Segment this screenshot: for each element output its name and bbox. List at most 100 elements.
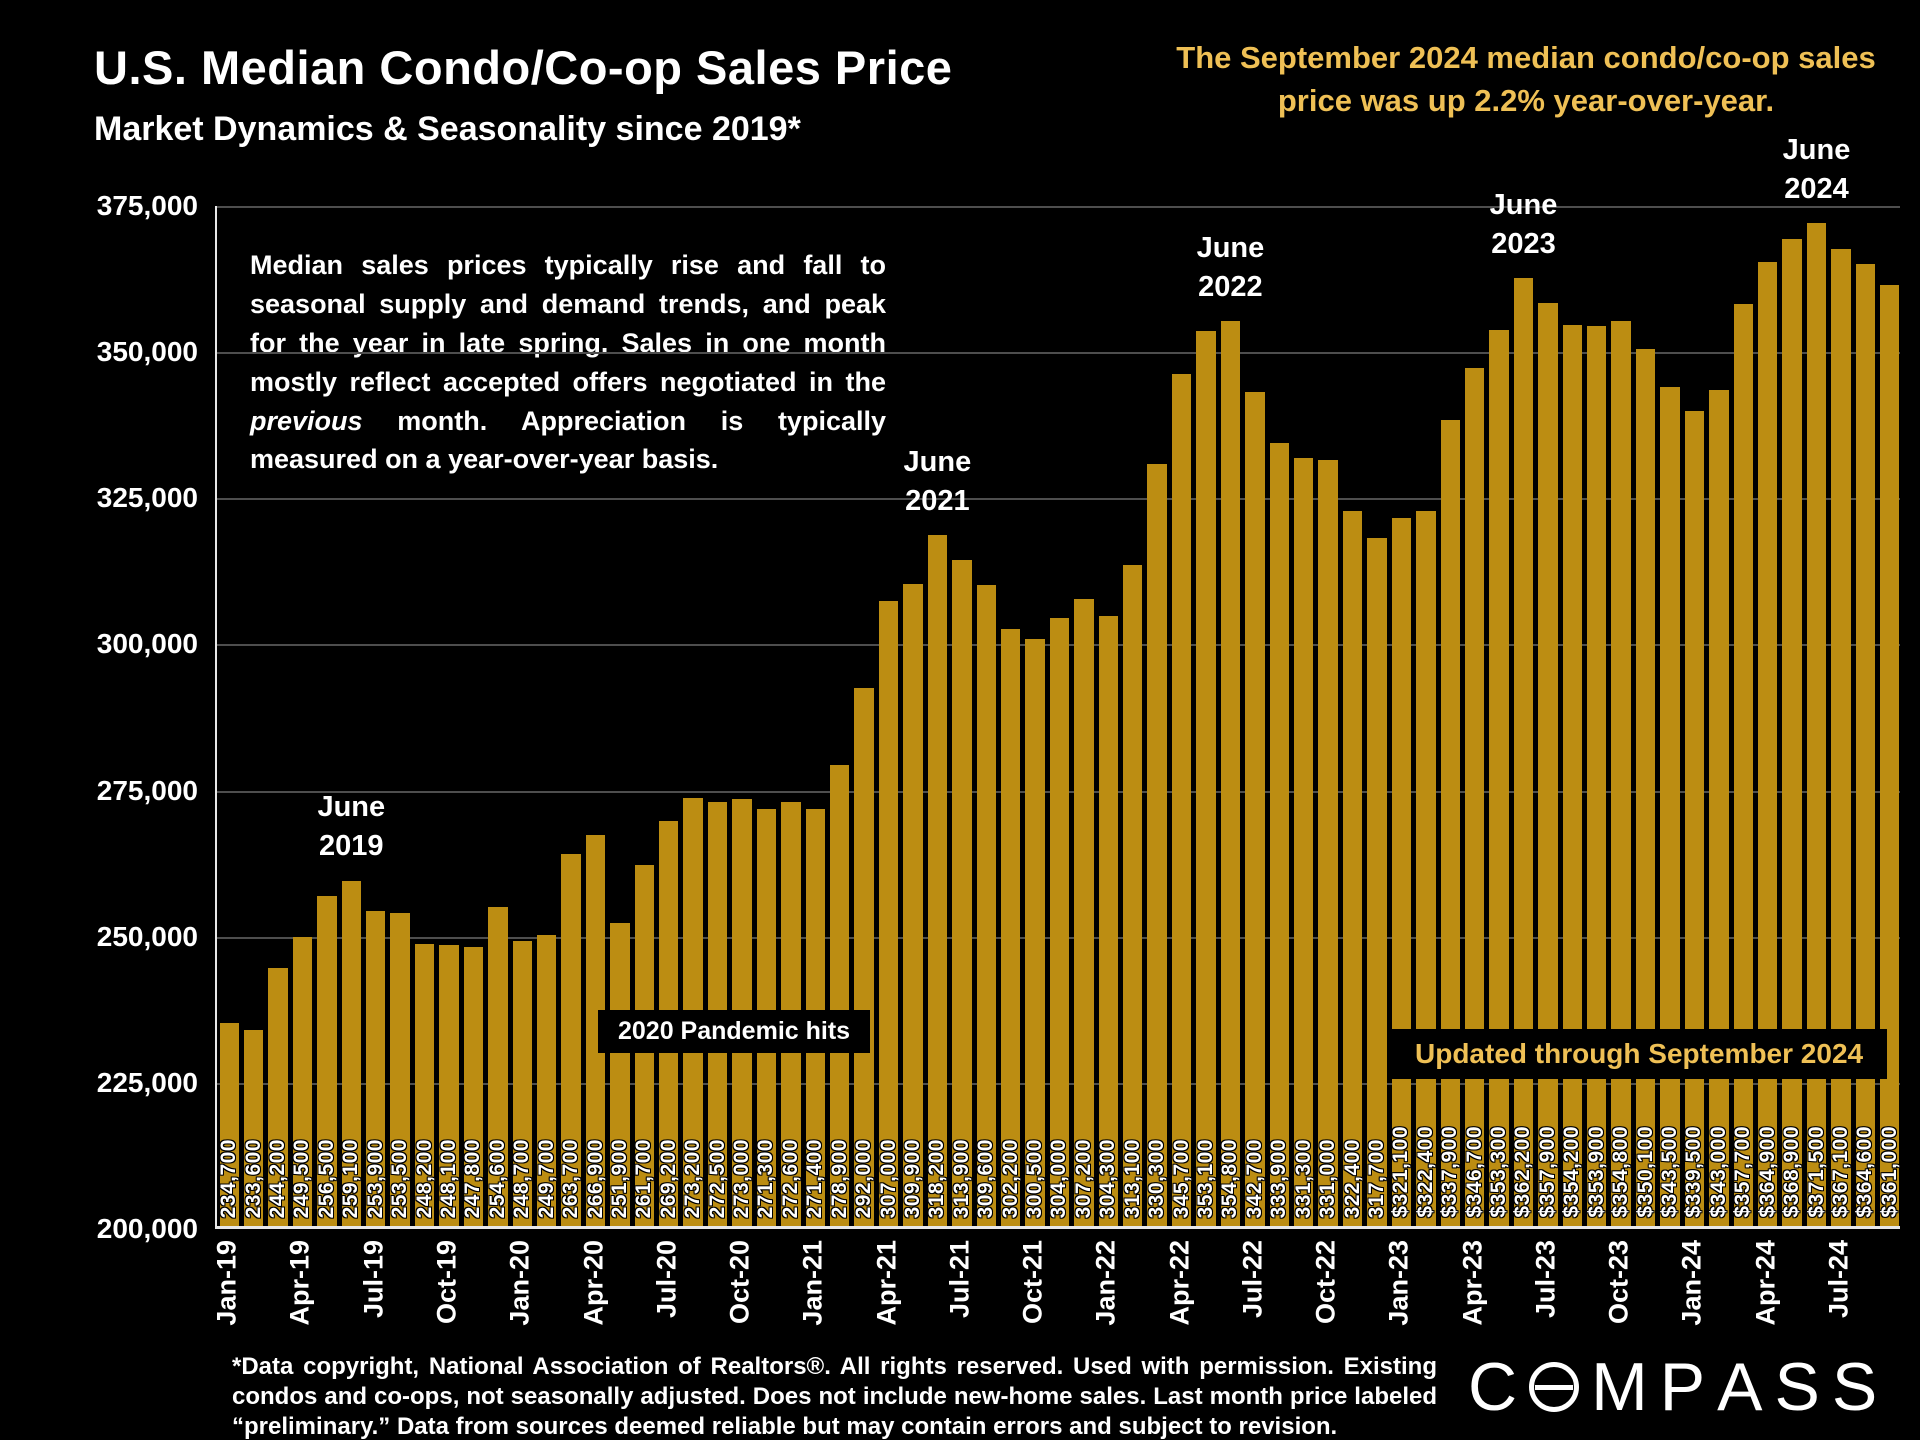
bar-value-label: 331,300: [1291, 1138, 1315, 1218]
bar-value-label: 354,800: [1218, 1138, 1242, 1218]
bar-Feb-19: 233,600: [241, 1029, 265, 1226]
bar-value-label: $353,300: [1487, 1126, 1511, 1218]
bar-Mar-24: $357,700: [1731, 304, 1754, 1226]
bar-Jan-20: 248,700: [510, 941, 533, 1226]
bar-value-label: $371,500: [1804, 1126, 1828, 1218]
bar-value-label: 333,900: [1267, 1138, 1291, 1218]
x-tick-label: Jan-20: [504, 1240, 535, 1326]
annotation-line: June: [903, 445, 972, 478]
bar-Aug-23: $354,200: [1560, 324, 1583, 1226]
bar-value-label: 304,000: [1047, 1138, 1071, 1218]
bar-Feb-22: 313,100: [1120, 564, 1144, 1226]
bar-value-label: 266,900: [583, 1138, 607, 1218]
x-tick-label: Apr-21: [871, 1240, 902, 1326]
bar-Sep-19: 248,200: [413, 944, 436, 1226]
updated-note: Updated through September 2024: [1391, 1029, 1888, 1079]
bar-May-19: 256,500: [314, 895, 338, 1226]
x-tick-label: Jan-19: [211, 1240, 242, 1326]
bar-value-label: 353,100: [1193, 1138, 1217, 1218]
bar-value-label: 271,300: [754, 1138, 778, 1218]
bar-value-label: $353,900: [1584, 1126, 1608, 1218]
bar-Jul-24: $367,100: [1829, 249, 1852, 1226]
bar-value-label: 256,500: [314, 1138, 338, 1218]
bar-value-label: 304,300: [1096, 1138, 1120, 1218]
x-tick-label: Jul-22: [1237, 1240, 1268, 1319]
bar-Jan-19: 234,700: [217, 1023, 240, 1226]
bar-Apr-20: 266,900: [583, 834, 607, 1226]
x-tick-label: Apr-19: [284, 1240, 315, 1326]
bar-value-label: 307,000: [876, 1138, 900, 1218]
x-tick-label: Apr-20: [578, 1240, 608, 1326]
bar-Oct-22: 331,000: [1316, 460, 1340, 1226]
x-tick-label: Oct-20: [724, 1240, 755, 1325]
bar-Dec-22: 317,700: [1364, 537, 1388, 1226]
bar-value-label: $357,900: [1535, 1126, 1559, 1218]
bar-value-label: 317,700: [1364, 1138, 1388, 1218]
annotation-line: 2022: [1198, 270, 1263, 303]
bar-Oct-23: $354,800: [1609, 321, 1633, 1226]
bar-Aug-22: 333,900: [1267, 443, 1291, 1226]
logo-letter: P: [1659, 1349, 1706, 1425]
logo-letter: S: [1831, 1349, 1878, 1425]
annotation-line: 2021: [905, 484, 970, 517]
y-tick-label: 275,000: [96, 774, 198, 806]
bar-May-24: $368,900: [1780, 238, 1804, 1226]
bar-value-label: 342,700: [1242, 1138, 1266, 1218]
bar-value-label: $364,900: [1755, 1126, 1779, 1218]
bar-value-label: $343,500: [1657, 1126, 1681, 1218]
x-tick-label: Apr-24: [1750, 1240, 1781, 1326]
y-axis: 200,000 225,000 250,000 275,000 300,000 325,0…: [0, 190, 198, 1244]
x-tick-label: Oct-21: [1017, 1240, 1048, 1325]
bar-value-label: 278,900: [827, 1138, 851, 1218]
bar-value-label: 313,100: [1120, 1138, 1144, 1218]
bar-Jan-24: $339,500: [1682, 410, 1706, 1226]
bar-value-label: 331,000: [1316, 1138, 1340, 1218]
bar-value-label: 309,600: [974, 1138, 998, 1218]
bar-value-label: $354,800: [1609, 1126, 1633, 1218]
bar-Apr-24: $364,900: [1755, 262, 1779, 1226]
bar-value-label: $339,500: [1682, 1126, 1706, 1218]
bar-value-label: $368,900: [1780, 1126, 1804, 1218]
peak-annotation-2022: June 2022: [1197, 229, 1265, 307]
bar-value-label: 271,400: [803, 1138, 827, 1218]
bar-value-label: 253,900: [363, 1138, 387, 1218]
page-subtitle: Market Dynamics & Seasonality since 2019…: [94, 110, 801, 148]
bar-Apr-23: $346,700: [1463, 368, 1486, 1226]
bar-Jun-19: 259,100: [339, 880, 363, 1226]
bar-Mar-23: $337,900: [1438, 419, 1461, 1226]
bar-Jan-22: 304,300: [1096, 616, 1120, 1226]
bar-Sep-22: 331,300: [1291, 458, 1315, 1226]
bar-May-21: 309,900: [901, 583, 924, 1226]
bar-value-label: 330,300: [1145, 1138, 1169, 1218]
description-text-italic: previous: [250, 405, 363, 436]
annotation-line: June: [317, 791, 386, 824]
bar-Apr-22: 345,700: [1170, 374, 1193, 1226]
bar-value-label: 259,100: [339, 1138, 363, 1218]
bar-value-label: 318,200: [925, 1138, 949, 1218]
bar-Oct-19: 248,100: [437, 944, 460, 1226]
x-tick-label: Jul-19: [358, 1240, 389, 1319]
y-tick-label: 350,000: [96, 336, 198, 368]
bar-Nov-23: $350,100: [1633, 348, 1657, 1226]
description-text-part1: Median sales prices typically rise and f…: [250, 250, 886, 397]
bar-Jul-19: 253,900: [363, 910, 387, 1226]
bar-Jul-22: 342,700: [1242, 391, 1266, 1226]
bar-Jul-23: $357,900: [1535, 302, 1559, 1226]
bar-Apr-21: 307,000: [876, 600, 900, 1226]
bar-value-label: $350,100: [1633, 1126, 1657, 1218]
y-tick-label: 225,000: [96, 1066, 198, 1098]
bar-Nov-19: 247,800: [461, 946, 484, 1226]
chart-description: Median sales prices typically rise and f…: [250, 246, 886, 479]
x-tick-label: Oct-19: [431, 1240, 462, 1325]
annotation-line: June: [1782, 134, 1851, 167]
bar-Jun-24: $371,500: [1804, 223, 1828, 1226]
gridline: [217, 498, 1900, 501]
x-tick-label: Jul-21: [944, 1240, 975, 1319]
pandemic-note: 2020 Pandemic hits: [598, 1010, 871, 1053]
bar-value-label: 233,600: [241, 1138, 265, 1218]
bar-value-label: 249,500: [290, 1138, 314, 1218]
bar-Sep-24: $361,000: [1878, 284, 1901, 1226]
bar-value-label: 251,900: [607, 1138, 631, 1218]
bar-value-label: $343,000: [1706, 1126, 1730, 1218]
